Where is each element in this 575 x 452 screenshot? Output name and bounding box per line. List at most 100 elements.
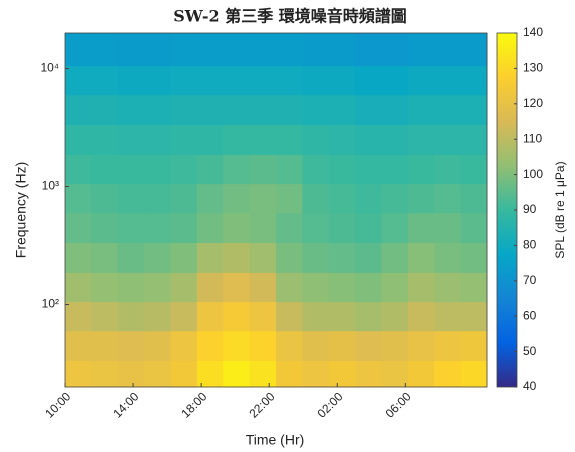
heat-cell: [223, 124, 251, 155]
heat-cell: [460, 301, 488, 332]
heat-cell: [117, 183, 145, 214]
heat-cell: [91, 33, 119, 67]
heat-cell: [460, 65, 488, 96]
heat-cell: [381, 360, 409, 388]
heat-cell: [117, 154, 145, 185]
heat-cell: [223, 33, 251, 67]
heat-cell: [407, 154, 435, 185]
heat-cell: [355, 65, 382, 96]
heat-cell: [144, 33, 171, 67]
heat-cell: [276, 154, 303, 185]
x-tick-label: 18:00: [178, 389, 209, 420]
x-tick-label: 02:00: [314, 389, 345, 420]
heat-cell: [460, 124, 488, 155]
y-tick-label: 10²: [42, 297, 59, 311]
heat-cell: [276, 94, 303, 126]
heat-cell: [276, 65, 303, 96]
heat-cell: [276, 183, 303, 214]
heat-cell: [407, 65, 435, 96]
heat-cell: [276, 124, 303, 155]
heat-cell: [65, 272, 92, 303]
heat-cell: [170, 124, 198, 155]
heat-cell: [196, 183, 224, 214]
heat-cell: [65, 154, 92, 185]
y-axis-label: Frequency (Hz): [13, 162, 29, 258]
heat-cell: [144, 124, 171, 155]
heat-cell: [328, 33, 356, 67]
heat-cell: [223, 330, 251, 362]
heat-cell: [381, 154, 409, 185]
y-tick-label: 10³: [42, 179, 59, 193]
heat-cell: [434, 94, 462, 126]
heat-cell: [381, 33, 409, 67]
heat-cell: [196, 330, 224, 362]
colorbar-label: SPL (dB re 1 μPa): [553, 161, 567, 258]
heat-cell: [355, 124, 382, 155]
heat-cell: [91, 330, 119, 362]
heat-cell: [302, 242, 330, 273]
heat-cell: [170, 242, 198, 273]
heat-cell: [434, 124, 462, 155]
heat-cell: [223, 212, 251, 244]
heat-cell: [381, 272, 409, 303]
heat-cell: [276, 330, 303, 362]
heat-cell: [144, 301, 171, 332]
heat-cell: [144, 242, 171, 273]
colorbar-tick-label: 100: [523, 167, 543, 181]
heat-cell: [223, 154, 251, 185]
heat-cell: [223, 65, 251, 96]
heat-cell: [196, 301, 224, 332]
heat-cell: [65, 124, 92, 155]
heat-cell: [460, 242, 488, 273]
heat-cell: [434, 330, 462, 362]
heat-cell: [381, 242, 409, 273]
heat-cell: [170, 94, 198, 126]
heat-cell: [196, 212, 224, 244]
colorbar-tick-label: 90: [523, 202, 537, 216]
heat-cell: [144, 212, 171, 244]
heat-cell: [91, 183, 119, 214]
heat-cell: [249, 65, 277, 96]
x-axis-label: Time (Hr): [246, 432, 305, 448]
heat-cell: [117, 360, 145, 388]
heat-cell: [249, 94, 277, 126]
heat-cell: [249, 272, 277, 303]
heat-cell: [328, 94, 356, 126]
heat-cell: [65, 301, 92, 332]
heat-cell: [302, 65, 330, 96]
heat-cell: [460, 154, 488, 185]
x-tick-label: 14:00: [110, 389, 141, 420]
heat-cell: [407, 330, 435, 362]
heat-cell: [460, 330, 488, 362]
heat-cell: [117, 124, 145, 155]
heat-cell: [144, 65, 171, 96]
heat-cell: [328, 272, 356, 303]
heat-cell: [328, 183, 356, 214]
heat-cell: [65, 65, 92, 96]
heat-cell: [249, 242, 277, 273]
heat-cell: [249, 360, 277, 388]
heat-cell: [223, 301, 251, 332]
heat-cell: [355, 183, 382, 214]
heatmap: [65, 33, 488, 388]
heat-cell: [460, 212, 488, 244]
heat-cell: [381, 94, 409, 126]
heat-cell: [302, 183, 330, 214]
colorbar-tick-label: 40: [523, 379, 537, 393]
heat-cell: [328, 65, 356, 96]
heat-cell: [355, 360, 382, 388]
heat-cell: [328, 330, 356, 362]
heat-cell: [170, 301, 198, 332]
heat-cell: [91, 154, 119, 185]
heat-cell: [117, 65, 145, 96]
x-tick-label: 10:00: [42, 389, 73, 420]
heat-cell: [407, 33, 435, 67]
heat-cell: [223, 360, 251, 388]
heat-cell: [65, 183, 92, 214]
heat-cell: [91, 124, 119, 155]
heat-cell: [196, 65, 224, 96]
heat-cell: [170, 65, 198, 96]
heat-cell: [117, 301, 145, 332]
heat-cell: [434, 183, 462, 214]
